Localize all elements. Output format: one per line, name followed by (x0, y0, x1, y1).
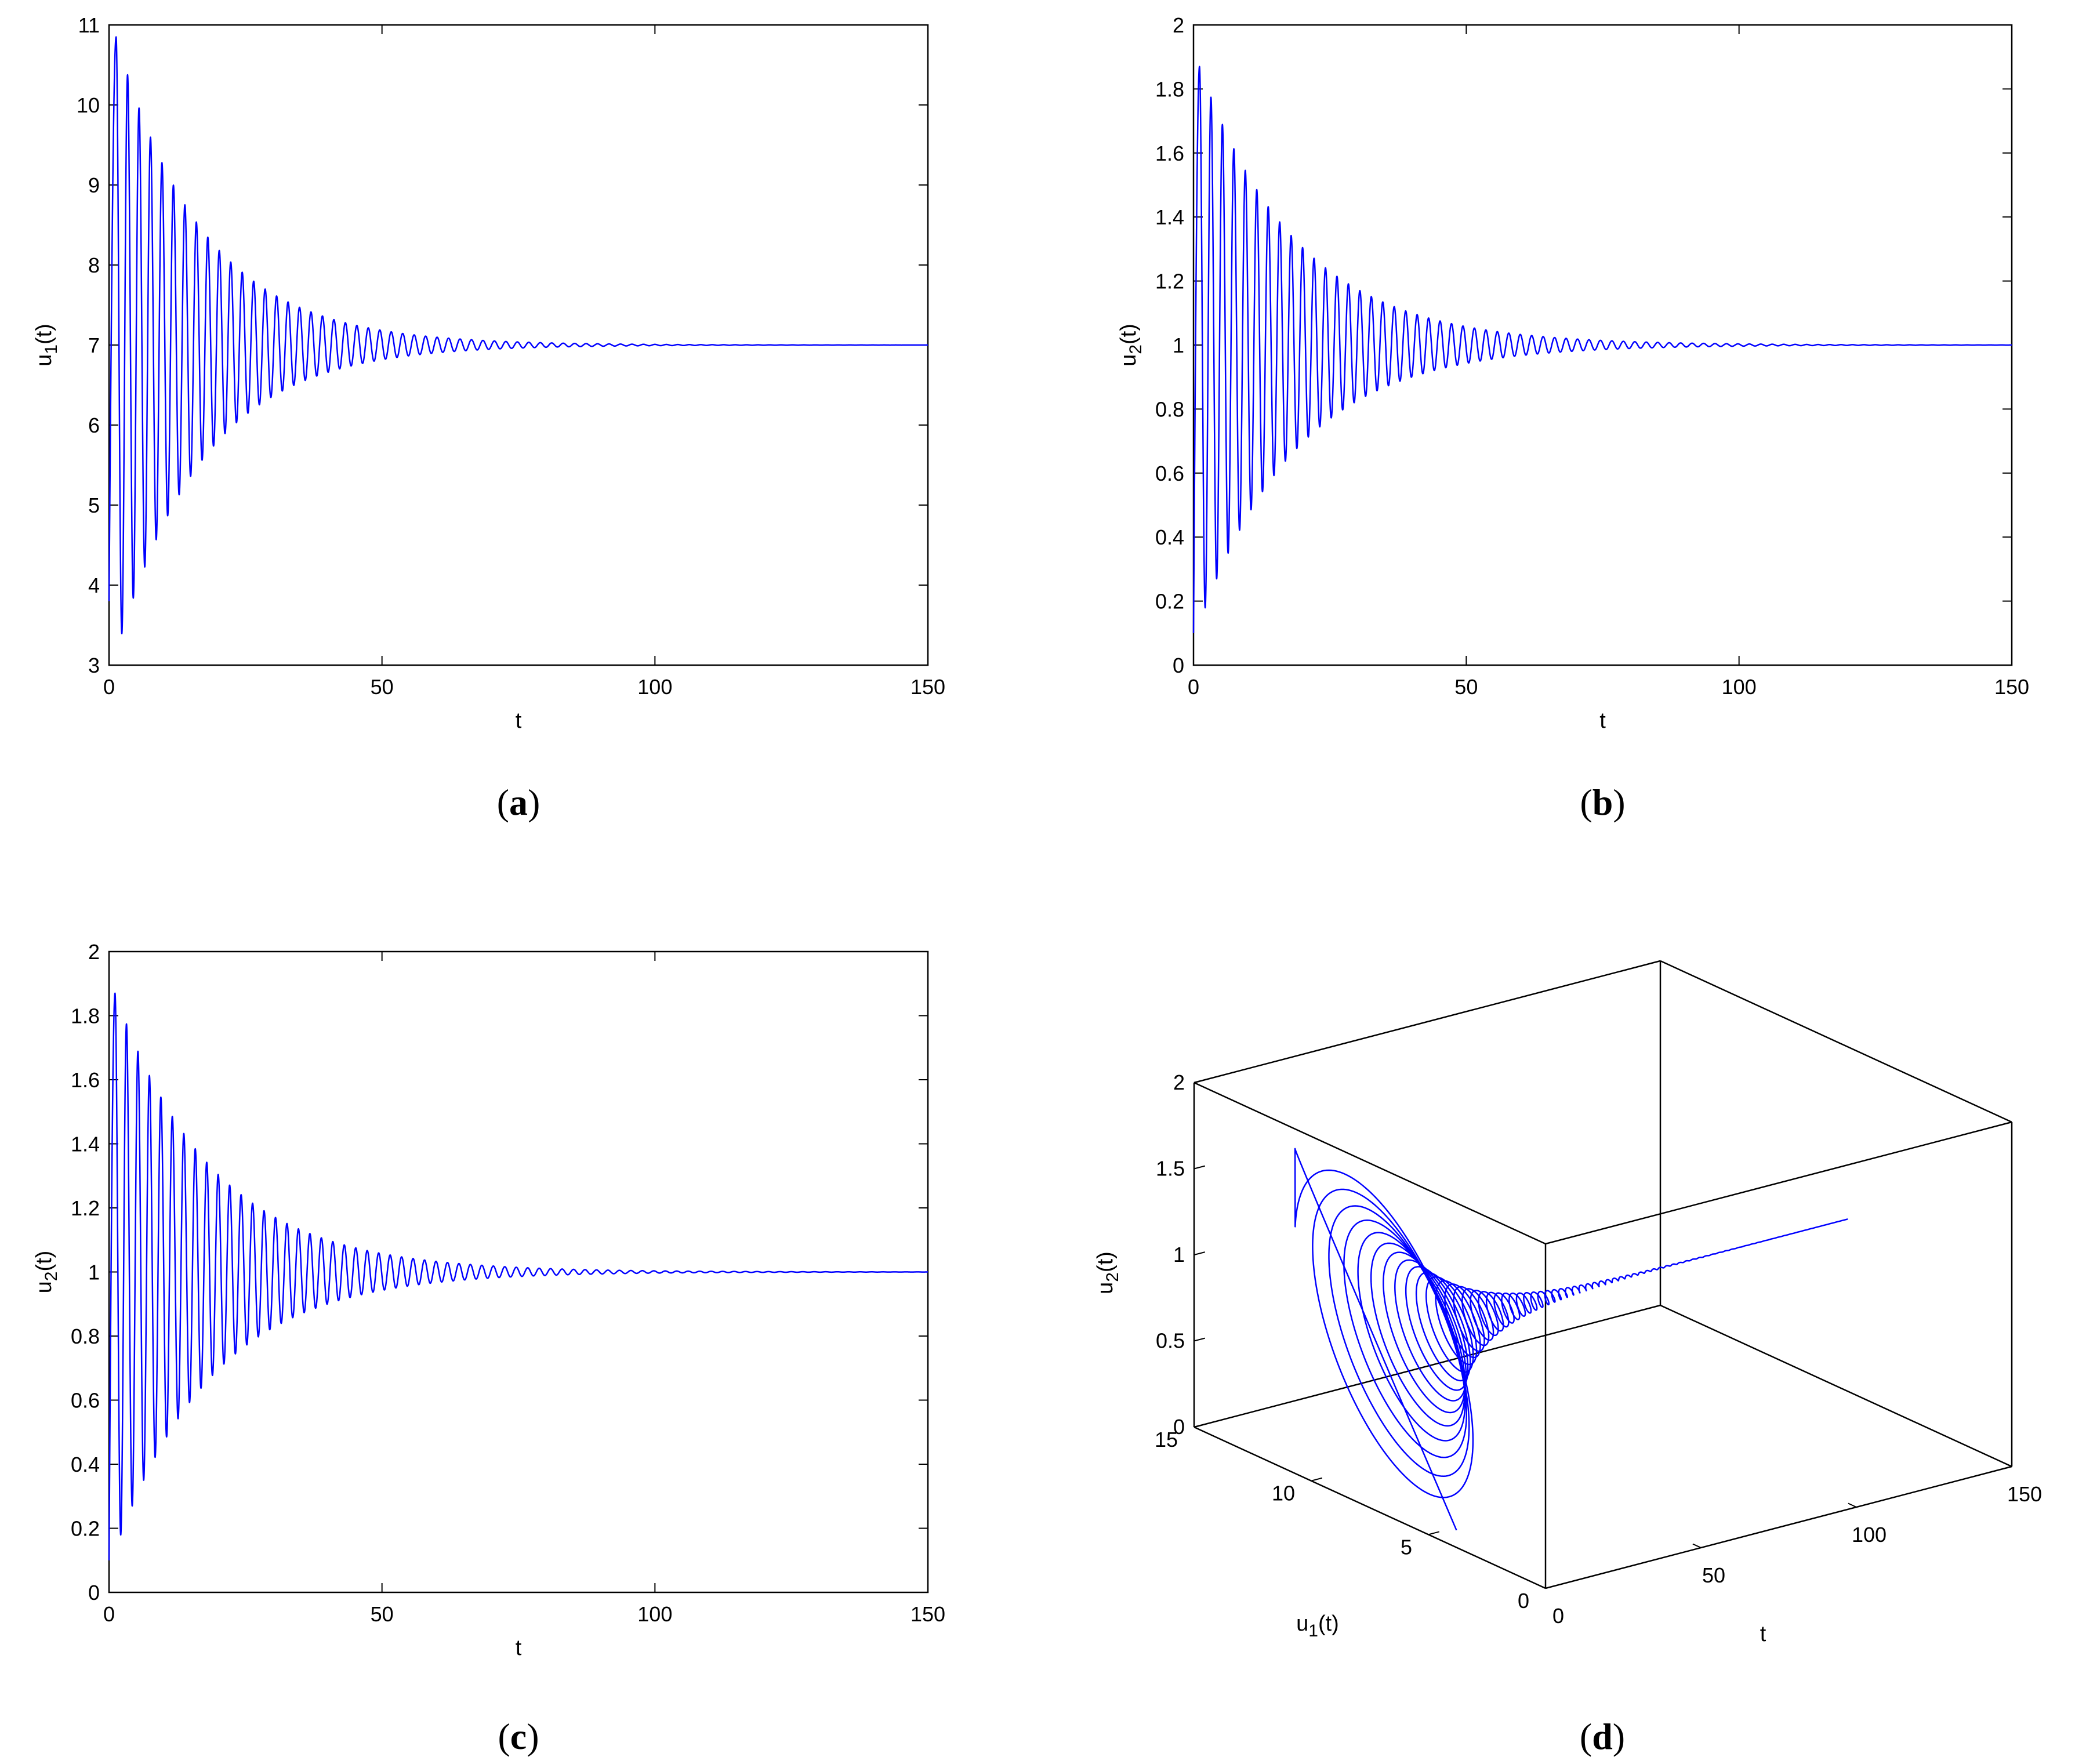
y-tick-label: 7 (88, 333, 100, 357)
y-tick-label: 1.2 (1155, 270, 1184, 293)
panel-caption: (c) (498, 1716, 539, 1757)
y-tick-label: 0.8 (1155, 397, 1184, 421)
x-tick-label: 150 (910, 1602, 945, 1626)
y-tick-label: 0.4 (1155, 525, 1184, 549)
y-tick-label: 4 (88, 574, 100, 597)
y-axis-label: u1(t) (32, 324, 61, 366)
y-tick-label: 2 (88, 940, 100, 964)
u2-tick-label: 1.5 (1156, 1157, 1185, 1181)
y-tick-label: 1.2 (71, 1196, 100, 1220)
t-tick-label: 0 (1552, 1604, 1564, 1628)
trajectory-line (1294, 1148, 1849, 1531)
y-tick-label: 0.2 (1155, 590, 1184, 614)
series-line (108, 36, 929, 634)
box-edge (1194, 1426, 1546, 1589)
panel-c-chart: 0 50 100 150 0 0.2 0.4 0.6 0.8 1 1.2 1.4 1.6 1.8 2 t u2(… (32, 940, 945, 1757)
u2-tick-label: 1 (1173, 1243, 1185, 1266)
y-tick-label: 1 (1173, 333, 1184, 357)
t-tick (2003, 1462, 2012, 1467)
u1-tick (1428, 1531, 1440, 1536)
x-tick-label: 50 (1454, 675, 1478, 699)
y-tick-label: 0.8 (71, 1324, 100, 1348)
series-line (1192, 66, 2013, 633)
t-tick (1537, 1584, 1546, 1589)
u1-axis-label: u1(t) (1296, 1611, 1339, 1640)
y-tick-label: 3 (88, 654, 100, 677)
u2-tick (1194, 1165, 1206, 1170)
panel-a-chart: 0 50 100 150 3 4 5 6 7 8 9 10 11 t u1(t) (a) (32, 13, 945, 823)
y-tick-label: 1.8 (1155, 77, 1184, 101)
y-tick-label: 1.4 (1155, 205, 1184, 229)
y-tick-label: 8 (88, 253, 100, 277)
x-tick-label: 0 (103, 1602, 115, 1626)
t-tick-label: 150 (2007, 1482, 2042, 1506)
x-tick-label: 150 (910, 675, 945, 699)
y-tick-label: 10 (77, 93, 100, 117)
y-tick-label: 0 (1173, 654, 1184, 677)
x-tick-label: 0 (1188, 675, 1199, 699)
u1-tick (1311, 1477, 1323, 1482)
x-tick-label: 100 (637, 675, 672, 699)
box-edge (1194, 960, 1661, 1084)
x-axis-label: t (516, 709, 522, 733)
y-tick-label: 1 (88, 1261, 100, 1284)
t-tick (1692, 1543, 1702, 1548)
u2-axis-label: u2(t) (1093, 1251, 1122, 1294)
box-edge (1194, 1081, 1546, 1245)
y-tick-label: 0.6 (1155, 462, 1184, 485)
box-edge (1545, 1465, 2012, 1589)
panel-caption: (d) (1580, 1716, 1625, 1757)
box-edge (1194, 1304, 1661, 1428)
x-tick-label: 0 (103, 675, 115, 699)
box-edge (1545, 1121, 2012, 1245)
u1-tick-label: 0 (1518, 1589, 1529, 1613)
y-tick-label: 0 (88, 1581, 100, 1605)
u1-tick-label: 15 (1155, 1428, 1178, 1451)
x-tick-label: 50 (371, 1602, 394, 1626)
x-axis-label: t (1599, 709, 1606, 733)
u1-tick (1545, 1585, 1557, 1589)
x-tick-label: 50 (371, 675, 394, 699)
x-tick-label: 100 (637, 1602, 672, 1626)
y-tick-label: 2 (1173, 13, 1184, 37)
t-tick-label: 100 (1852, 1523, 1887, 1547)
panel-caption: (b) (1580, 782, 1625, 823)
x-tick-label: 100 (1722, 675, 1757, 699)
t-tick (1848, 1502, 1857, 1508)
y-tick-label: 9 (88, 173, 100, 197)
y-tick-label: 0.2 (71, 1517, 100, 1541)
y-axis-label: u2(t) (32, 1251, 61, 1294)
y-tick-label: 11 (78, 13, 100, 37)
box-edge (1660, 960, 2012, 1123)
y-tick-label: 5 (88, 493, 100, 517)
t-axis-label: t (1760, 1622, 1766, 1646)
panel-caption: (a) (497, 782, 540, 823)
x-tick-label: 150 (1994, 675, 2029, 699)
y-tick-label: 1.8 (71, 1004, 100, 1028)
box-edge (1660, 1304, 2012, 1468)
x-axis-label: t (516, 1636, 522, 1660)
series-line (108, 992, 929, 1560)
u2-tick-label: 0.5 (1156, 1329, 1185, 1353)
y-tick-label: 1.4 (71, 1133, 100, 1156)
y-tick-label: 6 (88, 413, 100, 437)
u2-tick-label: 0 (1173, 1415, 1185, 1439)
t-tick-label: 50 (1702, 1563, 1725, 1587)
y-tick-label: 0.6 (71, 1389, 100, 1413)
u2-tick (1194, 1079, 1206, 1083)
u2-tick (1194, 1251, 1206, 1255)
y-tick-label: 1.6 (71, 1068, 100, 1092)
y-tick-label: 1.6 (1155, 141, 1184, 165)
u2-tick (1194, 1337, 1206, 1342)
panel-b-chart: 0 50 100 150 0 0.2 0.4 0.6 0.8 1 1.2 1.4 1.6 1.8 2 t u2(… (1116, 13, 2029, 823)
y-axis-label: u2(t) (1116, 324, 1145, 366)
u1-tick-label: 10 (1272, 1482, 1295, 1505)
u2-tick-label: 2 (1173, 1070, 1185, 1094)
u1-tick-label: 5 (1401, 1535, 1412, 1559)
y-tick-label: 0.4 (71, 1453, 100, 1476)
u2-tick (1194, 1424, 1206, 1428)
